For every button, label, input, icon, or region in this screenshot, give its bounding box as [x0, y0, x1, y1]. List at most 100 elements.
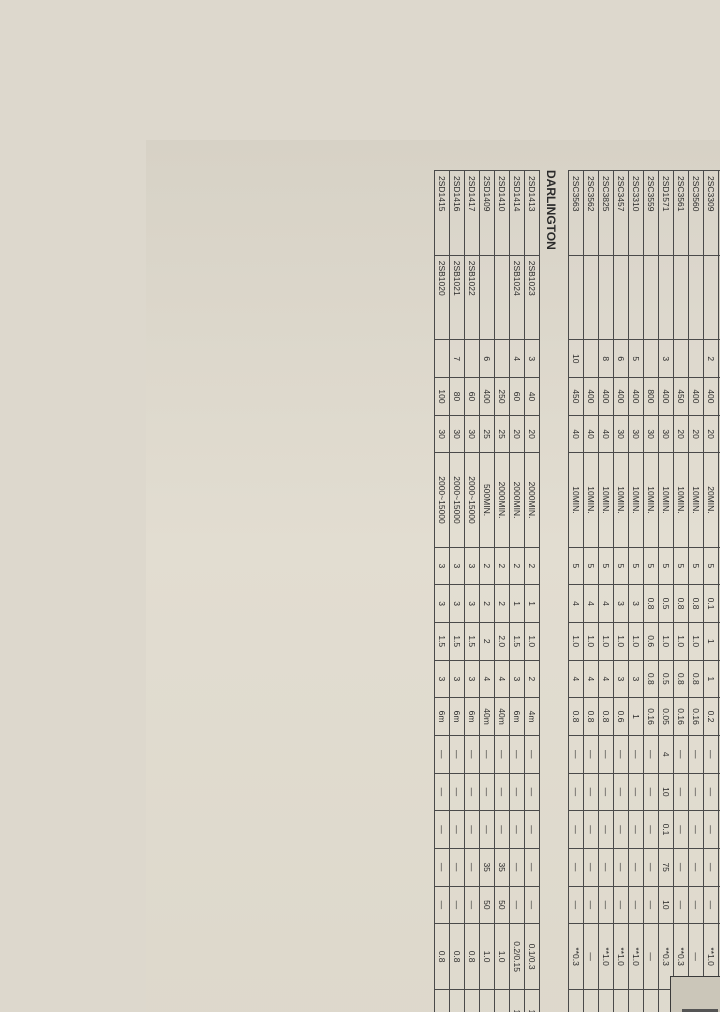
cell-ton: **1.0: [614, 924, 629, 990]
page: TOSHIBA (DISCRETE/OPTO) 67 DE 9097250 00…: [0, 0, 720, 1012]
cell-cvcb: —: [599, 886, 614, 924]
cell-cob: —: [644, 848, 659, 886]
cell-hfe: 10MIN.: [629, 453, 644, 547]
package-photo: TO-220 C3310: [670, 976, 720, 1012]
cell-npn: 2SD1415: [435, 171, 450, 256]
cell-vceo: 400: [614, 378, 629, 416]
cell-vce: 3: [435, 547, 450, 585]
cell-ic: 10: [569, 340, 584, 378]
cell-npn: 2SD1417: [465, 171, 480, 256]
cell-vce: 3: [450, 547, 465, 585]
cell-sic: 4: [480, 660, 495, 698]
cell-fvce: —: [450, 773, 465, 811]
cell-hfe: 2000MIN.: [510, 453, 525, 547]
cell-vce: 5: [599, 547, 614, 585]
cell-vceo: 400: [704, 378, 719, 416]
cell-sic: 1: [704, 660, 719, 698]
cell-fic: —: [614, 811, 629, 849]
cell-hic: 0.1: [704, 585, 719, 623]
cell-sic: 3: [450, 660, 465, 698]
table-row: 2SD14172SB102260302000~15000331.536m————…: [465, 171, 480, 1012]
cell-pnp: [599, 255, 614, 340]
cell-ton: 0.8: [465, 924, 480, 990]
cell-pc: 30: [435, 415, 450, 453]
cell-pc: 40: [584, 415, 599, 453]
cell-ton: 0.8: [435, 924, 450, 990]
cell-fvce: —: [525, 773, 540, 811]
table-row: 2SC345764003010MIN.531.030.6—————**1.0*2…: [614, 171, 629, 1012]
cell-vsat: 1.0: [674, 622, 689, 660]
cell-sic: 3: [629, 660, 644, 698]
cell-pc: 40: [569, 415, 584, 453]
cell-cob: —: [569, 848, 584, 886]
cell-vsat: 1.0: [614, 622, 629, 660]
cell-hic: 4: [584, 585, 599, 623]
cell-sic: 3: [435, 660, 450, 698]
cell-pnp: [569, 255, 584, 340]
cell-cvcb: —: [674, 886, 689, 924]
cell-pnp: 2SB1022: [465, 255, 480, 340]
cell-sib: 0.16: [689, 698, 704, 736]
cell-cvcb: —: [629, 886, 644, 924]
cell-vsat: 1.0: [659, 622, 674, 660]
cell-vceo: 250: [495, 378, 510, 416]
cell-cob: —: [599, 848, 614, 886]
cell-vsat: 1.0: [525, 622, 540, 660]
cell-hfe: 20MIN.: [704, 453, 719, 547]
cell-vce: 5: [674, 547, 689, 585]
table-row: 2SC382584004010MIN.541.040.8—————**1.0*1…: [599, 171, 614, 1012]
cell-sib: 6m: [465, 698, 480, 736]
cell-cvcb: —: [704, 886, 719, 924]
cell-hic: 0.5: [659, 585, 674, 623]
table-row: 2SD14162SB1021780302000~15000331.536m———…: [450, 171, 465, 1012]
cell-vsat: 2.0: [495, 622, 510, 660]
cell-npn: 2SC3310: [629, 171, 644, 256]
cell-pc: 30: [629, 415, 644, 453]
table-row: 2SC330924002020MIN.50.1110.2—————**1.0*2…: [704, 171, 719, 1012]
cell-cvcb: —: [689, 886, 704, 924]
cell-sic: 0.8: [689, 660, 704, 698]
cell-ft: —: [644, 735, 659, 773]
table-row: 2SC35614502010MIN.50.81.00.80.16—————**0…: [674, 171, 689, 1012]
cell-tstg: 1.0/0.8: [525, 990, 540, 1012]
cell-ton: 1.0: [495, 924, 510, 990]
cell-fvce: —: [510, 773, 525, 811]
cell-ic: 8: [599, 340, 614, 378]
cell-pnp: 2SB1024: [510, 255, 525, 340]
cell-hfe: 10MIN.: [659, 453, 674, 547]
cell-sic: 0.8: [674, 660, 689, 698]
cell-vce: 5: [614, 547, 629, 585]
cell-ft: —: [525, 735, 540, 773]
cell-vsat: 1.5: [435, 622, 450, 660]
cell-sic: 3: [614, 660, 629, 698]
table-row: 2SD1410250252000MIN.222.0440m———35501.08…: [495, 171, 510, 1012]
cell-fvce: —: [614, 773, 629, 811]
cell-pc: 20: [510, 415, 525, 453]
cell-vce: 5: [689, 547, 704, 585]
cell-vsat: 1.0: [629, 622, 644, 660]
cell-pnp: 2SB1021: [450, 255, 465, 340]
cell-ic: [495, 340, 510, 378]
cell-ton: —: [584, 924, 599, 990]
cell-sib: 1: [629, 698, 644, 736]
cell-npn: 2SC3825: [599, 171, 614, 256]
cell-fic: —: [599, 811, 614, 849]
cell-vsat: 1.0: [599, 622, 614, 660]
cell-npn: 2SD1409: [480, 171, 495, 256]
cell-fic: —: [704, 811, 719, 849]
cell-fic: —: [465, 811, 480, 849]
table-row: 2SD14142SB1024460202000MIN.211.536m—————…: [510, 171, 525, 1012]
cell-ic: 3: [659, 340, 674, 378]
cell-hic: 3: [450, 585, 465, 623]
cell-npn: 2SC3562: [584, 171, 599, 256]
cell-vce: 5: [584, 547, 599, 585]
cell-ft: —: [629, 735, 644, 773]
cell-fic: —: [495, 811, 510, 849]
cell-fvce: —: [465, 773, 480, 811]
spec-table: Type No. IC(A) VCEO(V) PcTc=25°C(W) hFE …: [568, 170, 720, 1012]
cell-pnp: [674, 255, 689, 340]
cell-sic: 4: [599, 660, 614, 698]
cell-hic: 4: [599, 585, 614, 623]
cell-cob: —: [704, 848, 719, 886]
cell-pc: 20: [689, 415, 704, 453]
